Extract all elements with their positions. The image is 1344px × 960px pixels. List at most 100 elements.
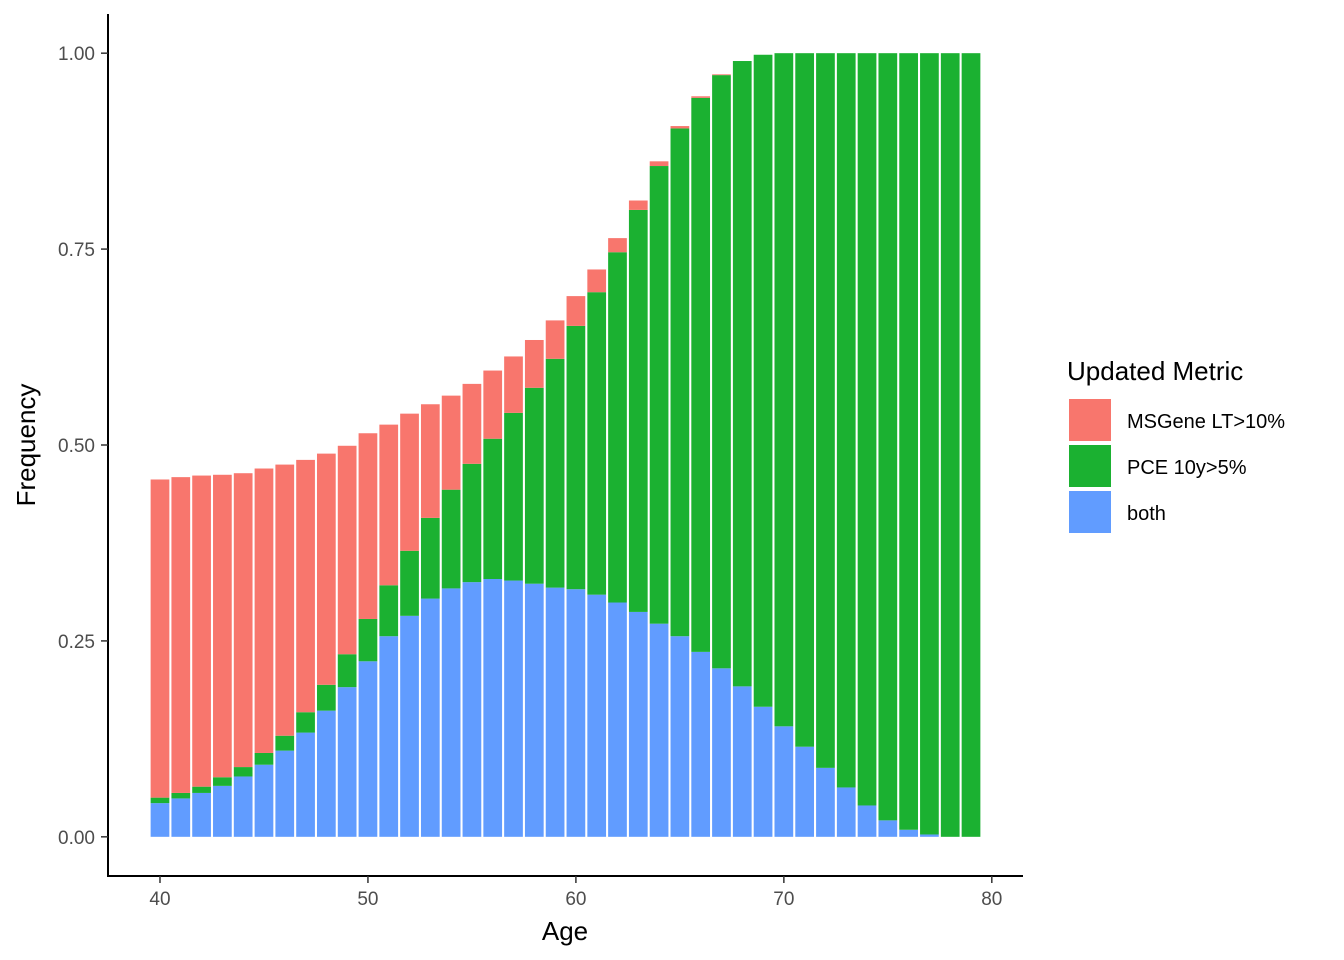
x-tick-label: 40 — [149, 889, 170, 910]
bar-segment — [462, 582, 482, 837]
legend-label: both — [1127, 503, 1166, 525]
bar-segment — [670, 636, 690, 837]
bar-segment — [441, 489, 461, 589]
bar-segment — [670, 126, 690, 129]
bar-segment — [628, 209, 648, 612]
bar-segment — [441, 588, 461, 837]
legend: Updated Metric MSGene LT>10% PCE 10y>5% bo… — [1067, 356, 1285, 533]
bar-segment — [254, 764, 274, 837]
bar-segment — [920, 834, 939, 837]
bar-segment — [816, 767, 835, 837]
bar-segment — [795, 746, 815, 837]
bar-segment — [920, 53, 939, 835]
bar-segment — [732, 61, 752, 687]
legend-label: PCE 10y>5% — [1127, 457, 1247, 479]
legend-swatch — [1069, 445, 1111, 487]
bar-segment — [608, 252, 627, 603]
bar-segment — [524, 339, 544, 388]
bar-segment — [649, 166, 669, 624]
bar-segment — [753, 706, 773, 837]
bar-segment — [316, 684, 336, 711]
bar-segment — [816, 53, 835, 768]
bar-segment — [483, 370, 503, 439]
bar-segment — [504, 356, 523, 413]
bar-segment — [857, 805, 877, 837]
bar-segment — [213, 474, 232, 778]
bar-segment — [337, 687, 357, 837]
y-tick-label: 0.00 — [58, 828, 95, 849]
legend-items: MSGene LT>10% PCE 10y>5% both — [1069, 399, 1285, 533]
legend-swatch — [1069, 399, 1111, 441]
bar-segment — [961, 53, 981, 837]
bar-segment — [316, 453, 336, 685]
bar-segment — [836, 53, 856, 788]
bar-segment — [400, 615, 419, 837]
bar-segment — [545, 320, 565, 359]
bar-segment — [587, 292, 607, 595]
bar-segment — [712, 74, 731, 76]
bar-segment — [420, 517, 440, 599]
bar-segment — [337, 654, 357, 688]
bar-segment — [150, 803, 170, 837]
bar-segment — [483, 579, 503, 837]
bar-segment — [358, 618, 378, 662]
bar-segment — [587, 594, 607, 837]
bar-segment — [296, 712, 315, 733]
bar-segment — [296, 732, 315, 837]
bar-segment — [379, 636, 399, 837]
bars-layer — [150, 53, 981, 837]
bar-segment — [878, 53, 898, 821]
bar-segment — [337, 445, 357, 655]
bar-segment — [420, 598, 440, 837]
bar-segment — [379, 585, 399, 637]
bar-segment — [275, 464, 295, 736]
bar-segment — [753, 54, 773, 707]
bar-segment — [545, 587, 565, 837]
bar-segment — [608, 238, 627, 253]
bar-segment — [712, 668, 731, 837]
bar-segment — [254, 752, 274, 765]
bar-segment — [691, 96, 711, 98]
bar-segment — [420, 404, 440, 518]
bar-segment — [587, 269, 607, 293]
bar-segment — [608, 602, 627, 837]
bar-segment — [441, 395, 461, 490]
bar-segment — [213, 777, 232, 786]
bar-segment — [192, 475, 211, 787]
bar-segment — [358, 661, 378, 837]
bar-segment — [899, 829, 918, 837]
bar-segment — [857, 53, 877, 806]
bar-segment — [691, 651, 711, 837]
bar-segment — [504, 580, 523, 837]
bar-segment — [566, 325, 586, 590]
bar-segment — [275, 735, 295, 751]
legend-title: Updated Metric — [1067, 356, 1243, 386]
bar-segment — [566, 589, 586, 837]
bar-segment — [836, 787, 856, 837]
x-tick-label: 80 — [981, 889, 1002, 910]
bar-segment — [379, 424, 399, 586]
bar-segment — [732, 686, 752, 837]
bar-segment — [254, 468, 274, 753]
bar-segment — [233, 767, 253, 777]
y-tick-label: 1.00 — [58, 44, 95, 65]
bar-segment — [192, 786, 211, 793]
bar-segment — [150, 797, 170, 804]
bar-segment — [400, 550, 419, 616]
legend-label: MSGene LT>10% — [1127, 411, 1285, 433]
bar-segment — [795, 53, 815, 747]
y-axis-title: Frequency — [11, 384, 41, 507]
bar-segment — [275, 750, 295, 837]
bar-segment — [878, 820, 898, 837]
y-tick-label: 0.50 — [58, 436, 95, 457]
x-tick-label: 60 — [565, 889, 586, 910]
y-tick-label: 0.75 — [58, 240, 95, 261]
bar-segment — [774, 726, 794, 837]
y-ticks: 0.00 0.25 0.50 0.75 1.00 — [58, 44, 108, 849]
bar-segment — [358, 433, 378, 619]
bar-segment — [192, 792, 211, 837]
bar-segment — [296, 459, 315, 713]
x-ticks: 40 50 60 70 80 — [149, 876, 1002, 910]
legend-swatch — [1069, 491, 1111, 533]
bar-segment — [774, 53, 794, 727]
